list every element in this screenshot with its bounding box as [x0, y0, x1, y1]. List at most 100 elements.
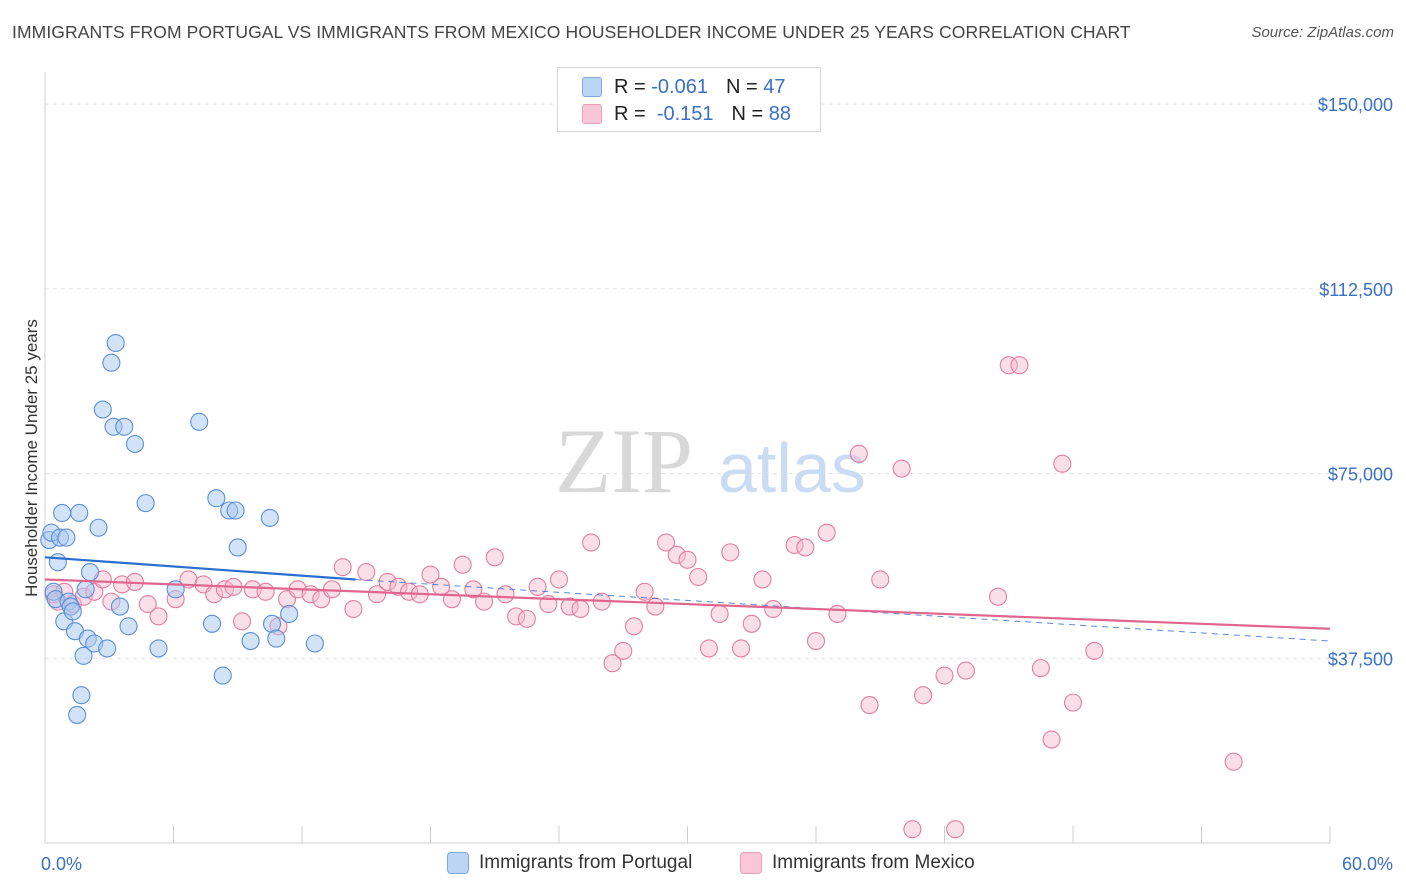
- point-mexico-74: [860, 696, 879, 715]
- point-mexico-39: [464, 580, 483, 599]
- point-portugal-32: [149, 639, 168, 658]
- point-mexico-37: [442, 590, 461, 609]
- point-mexico-60: [689, 567, 708, 587]
- point-mexico-47: [549, 570, 569, 589]
- legend-swatch-portugal: [582, 77, 602, 97]
- point-portugal-15: [72, 686, 91, 705]
- x-tick-label-1: 60.0%: [1342, 854, 1393, 874]
- watermark-zip: ZIP: [555, 410, 693, 512]
- point-mexico-78: [914, 686, 933, 705]
- point-portugal-28: [115, 417, 134, 436]
- point-mexico-42: [496, 585, 515, 604]
- point-mexico-33: [400, 582, 419, 601]
- point-mexico-50: [582, 533, 601, 552]
- axes: [44, 72, 1331, 844]
- point-portugal-26: [106, 333, 125, 353]
- point-portugal-39: [226, 501, 245, 520]
- x-tick-labels: 0.0% 60.0%: [41, 854, 1393, 874]
- point-mexico-59: [678, 550, 697, 569]
- y-tick-label-0: $37,500: [1328, 649, 1393, 669]
- y-tick-label-2: $112,500: [1319, 280, 1393, 300]
- point-mexico-55: [635, 582, 654, 601]
- point-mexico-82: [988, 587, 1008, 606]
- point-portugal-31: [136, 494, 155, 513]
- point-portugal-4: [48, 553, 67, 572]
- legend-r-label: R =: [614, 102, 646, 125]
- x-tick-label-0: 0.0%: [41, 854, 82, 874]
- legend-item-mexico[interactable]: Immigrants from Mexico: [740, 852, 975, 874]
- point-portugal-37: [213, 666, 232, 685]
- point-mexico-54: [624, 617, 644, 636]
- point-mexico-73: [849, 444, 868, 463]
- point-mexico-53: [614, 641, 633, 660]
- point-portugal-36: [207, 489, 226, 508]
- point-portugal-24: [102, 353, 121, 372]
- point-portugal-27: [110, 597, 130, 616]
- point-portugal-42: [260, 508, 279, 527]
- point-mexico-89: [1085, 641, 1104, 660]
- point-portugal-19: [80, 563, 100, 582]
- point-portugal-14: [70, 503, 89, 523]
- legend-n-value-mexico: 88: [768, 102, 792, 125]
- watermark-atlas: atlas: [718, 429, 866, 507]
- point-mexico-20: [256, 582, 275, 601]
- point-mexico-52: [603, 654, 622, 673]
- point-mexico-69: [796, 538, 815, 557]
- point-mexico-10: [138, 595, 157, 614]
- chart-title: IMMIGRANTS FROM PORTUGAL VS IMMIGRANTS F…: [12, 22, 1131, 42]
- point-mexico-90: [1224, 752, 1243, 771]
- point-portugal-34: [190, 412, 209, 431]
- point-mexico-66: [753, 570, 772, 589]
- point-mexico-64: [731, 639, 751, 658]
- point-mexico-68: [785, 535, 804, 555]
- legend-swatch-mexico: [740, 852, 762, 874]
- series-portugal-points: [40, 333, 324, 724]
- point-mexico-27: [333, 558, 352, 577]
- trend-portugal: [44, 556, 356, 581]
- point-portugal-21: [89, 518, 108, 537]
- gridlines: [45, 103, 1395, 659]
- point-mexico-75: [871, 570, 890, 589]
- point-portugal-23: [98, 639, 117, 658]
- point-mexico-31: [378, 572, 397, 591]
- watermark: ZIP atlas: [555, 410, 866, 512]
- point-mexico-80: [946, 820, 965, 839]
- point-portugal-40: [228, 538, 247, 557]
- legend-swatch-mexico: [582, 104, 602, 124]
- point-portugal-30: [125, 434, 144, 454]
- point-mexico-86: [1042, 730, 1061, 749]
- y-tick-label-3: $150,000: [1318, 95, 1393, 115]
- point-mexico-71: [817, 523, 836, 542]
- legend-row-mexico: R = -0.151 N = 88: [582, 100, 791, 128]
- point-mexico-61: [699, 639, 718, 658]
- y-tick-labels: $37,500 $75,000 $112,500 $150,000: [1318, 95, 1393, 669]
- point-mexico-58: [667, 545, 686, 564]
- point-mexico-43: [507, 607, 526, 626]
- point-mexico-81: [956, 661, 975, 680]
- point-mexico-83: [999, 356, 1018, 375]
- point-mexico-48: [560, 597, 579, 616]
- point-mexico-63: [721, 543, 740, 562]
- legend-r-value-mexico: -0.151: [656, 102, 714, 125]
- legend-n-label: N =: [725, 75, 758, 98]
- legend-swatch-portugal: [447, 852, 469, 874]
- trend-mexico: [44, 578, 1331, 630]
- point-mexico-85: [1031, 659, 1050, 678]
- point-mexico-65: [742, 614, 761, 633]
- point-mexico-79: [935, 666, 954, 685]
- point-portugal-22: [93, 400, 112, 419]
- point-mexico-62: [710, 604, 729, 624]
- point-mexico-84: [1010, 356, 1029, 375]
- point-mexico-35: [421, 565, 440, 584]
- y-axis-title: Householder Income Under 25 years: [22, 319, 41, 597]
- point-mexico-77: [903, 820, 922, 839]
- point-mexico-44: [517, 609, 536, 628]
- point-portugal-6: [53, 503, 72, 523]
- point-mexico-28: [344, 599, 363, 619]
- legend-item-portugal[interactable]: Immigrants from Portugal: [447, 852, 692, 874]
- legend-n-value-portugal: 47: [763, 75, 786, 98]
- point-mexico-30: [367, 585, 387, 604]
- point-mexico-49: [571, 599, 590, 619]
- legend-label-mexico: Immigrants from Mexico: [772, 852, 975, 873]
